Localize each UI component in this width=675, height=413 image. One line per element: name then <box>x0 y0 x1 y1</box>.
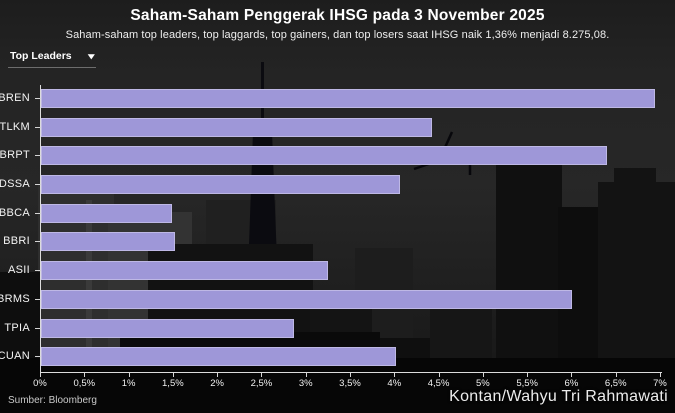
y-tick-mark <box>35 126 41 128</box>
ticker-label: BREN <box>0 92 30 104</box>
x-tick-label: 3,5% <box>339 378 361 389</box>
x-tick-mark <box>350 373 351 377</box>
y-tick-mark <box>35 270 41 272</box>
bar-row: BBRI <box>3 228 660 257</box>
x-tick-label: 3% <box>298 378 313 389</box>
value-bar <box>41 261 329 281</box>
chevron-down-icon: ▾ <box>88 50 95 61</box>
y-tick-mark <box>35 327 41 329</box>
x-tick-mark <box>217 373 219 377</box>
x-tick-mark <box>128 373 130 377</box>
y-tick-mark <box>35 98 41 99</box>
x-tick-mark <box>394 373 396 377</box>
ticker-label: CUAN <box>0 350 30 363</box>
bar-row: BRPT <box>0 142 660 171</box>
ticker-label: BRPT <box>0 149 30 162</box>
x-tick-label: 2,5% <box>250 378 273 389</box>
x-tick-mark <box>438 373 440 377</box>
bar-row: CUAN <box>0 343 660 372</box>
ticker-label: BBCA <box>0 206 30 219</box>
x-tick-mark <box>305 373 307 377</box>
page-title: Saham-Saham Penggerak IHSG pada 3 Novemb… <box>130 7 545 24</box>
x-tick-label: 5% <box>475 378 490 389</box>
x-tick-label: 7% <box>653 378 667 389</box>
x-tick-label: 4,5% <box>427 378 450 389</box>
x-tick-label: 2% <box>210 378 224 389</box>
ticker-label: TLKM <box>0 120 30 133</box>
x-tick-mark <box>482 373 484 377</box>
bar-plot-rows: BREN TLKM BRPT DSSA BBCA BBRI ASII BRMS TPIA CUAN <box>0 85 660 372</box>
ticker-label: BRMS <box>0 292 30 305</box>
bar-row: DSSA <box>0 171 660 200</box>
x-tick-mark <box>660 373 661 377</box>
bar-row: TLKM <box>0 114 660 143</box>
dropdown-selected-label: Top Leaders <box>10 50 72 62</box>
x-tick-label: 1% <box>121 378 136 389</box>
x-tick-label: 4% <box>387 378 402 389</box>
value-bar <box>41 117 432 137</box>
x-tick-label: 6,5% <box>604 378 627 389</box>
bar-row: BREN <box>0 85 660 114</box>
ticker-label: DSSA <box>0 178 30 191</box>
value-bar <box>41 175 401 195</box>
y-axis-line <box>40 85 41 373</box>
value-bar <box>41 232 176 252</box>
bar-row: BRMS <box>0 286 660 315</box>
x-axis-ticks: 0% 0,5% 1% 1,5% 2% 2,5% 3% 3,5% 4% 4,5% 5% 5,5% 6% 6,… <box>33 373 667 393</box>
bar-row: BBCA <box>0 200 660 229</box>
x-axis-line <box>40 372 662 373</box>
value-bar <box>41 318 294 338</box>
x-tick-mark <box>615 373 617 377</box>
x-tick-label: 0,5% <box>73 378 96 389</box>
y-tick-mark <box>35 184 41 186</box>
page-subtitle: Saham-saham top leaders, top laggards, t… <box>65 29 610 41</box>
y-tick-mark <box>35 298 41 300</box>
x-tick-label: 0% <box>33 378 47 389</box>
series-filter-dropdown[interactable]: Top Leaders ▾ <box>8 50 96 68</box>
y-tick-mark <box>35 212 41 214</box>
value-bar <box>41 203 172 223</box>
x-tick-label: 5,5% <box>516 378 538 389</box>
bar-row: TPIA <box>4 315 660 344</box>
x-tick-mark <box>40 373 41 377</box>
value-bar <box>41 89 655 108</box>
value-bar <box>41 146 607 166</box>
y-tick-mark <box>35 155 41 157</box>
y-tick-mark <box>35 241 41 243</box>
ticker-label: TPIA <box>4 321 30 334</box>
x-tick-label: 1,5% <box>162 378 184 389</box>
x-tick-mark <box>571 373 573 377</box>
x-tick-label: 6% <box>564 378 579 389</box>
author-watermark: Kontan/Wahyu Tri Rahmawati <box>449 388 668 405</box>
value-bar <box>41 289 573 309</box>
source-credit: Sumber: Bloomberg <box>8 395 97 406</box>
x-tick-mark <box>172 373 174 377</box>
ticker-label: ASII <box>8 264 30 277</box>
y-tick-mark <box>35 356 41 358</box>
x-tick-mark <box>527 373 529 377</box>
bar-chart: BREN TLKM BRPT DSSA BBCA BBRI ASII BRMS TPIA CUAN… <box>0 85 667 389</box>
x-tick-mark <box>261 373 263 377</box>
value-bar <box>41 347 396 367</box>
bar-row: ASII <box>8 257 660 286</box>
x-tick-mark <box>84 373 86 377</box>
ticker-label: BBRI <box>3 235 30 248</box>
